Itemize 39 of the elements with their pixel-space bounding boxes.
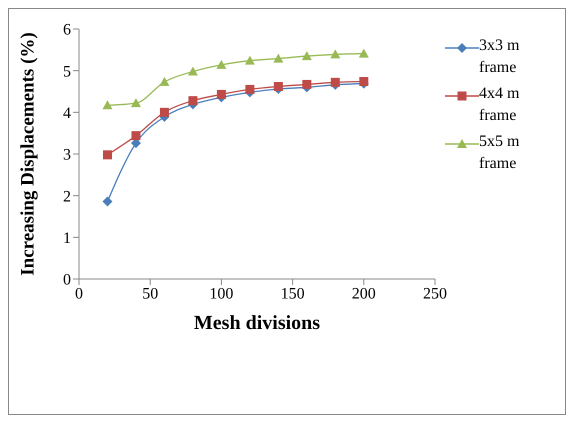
point <box>188 96 198 106</box>
point <box>273 54 284 63</box>
y-tick-label: 0 <box>63 272 71 289</box>
y-tick-label: 2 <box>63 188 71 206</box>
legend-label: 3x3 m frame <box>479 36 520 78</box>
y-tick-label: 6 <box>63 22 71 39</box>
point <box>274 82 283 91</box>
point <box>159 76 170 86</box>
y-tick-label: 1 <box>63 230 71 248</box>
point <box>216 60 226 69</box>
x-tick-label: 200 <box>352 285 376 302</box>
point <box>302 51 312 60</box>
point <box>130 98 141 108</box>
point <box>102 150 112 160</box>
y-tick-label: 4 <box>63 105 71 122</box>
legend-label: 4x4 m frame <box>479 84 520 126</box>
point <box>244 56 255 65</box>
point <box>330 49 340 58</box>
point <box>302 80 312 89</box>
point <box>102 196 112 206</box>
point <box>359 77 368 86</box>
x-tick-label: 0 <box>75 285 83 302</box>
x-tick-label: 50 <box>142 285 158 302</box>
x-tick-label: 150 <box>280 285 305 302</box>
point <box>358 48 369 58</box>
y-tick-label: 5 <box>63 63 71 80</box>
y-tick-label: 3 <box>63 146 71 164</box>
point <box>216 90 226 99</box>
x-tick-label: 250 <box>423 285 447 302</box>
point <box>102 100 112 110</box>
point <box>330 78 340 87</box>
point <box>188 66 198 76</box>
y-axis-title: Increasing Displacements (%) <box>18 32 39 276</box>
x-axis-title: Mesh divisions <box>194 312 320 334</box>
point <box>160 108 169 117</box>
point <box>131 131 140 140</box>
legend-label: 5x5 m frame <box>479 132 520 174</box>
point <box>245 84 254 94</box>
x-tick-label: 100 <box>209 285 234 302</box>
